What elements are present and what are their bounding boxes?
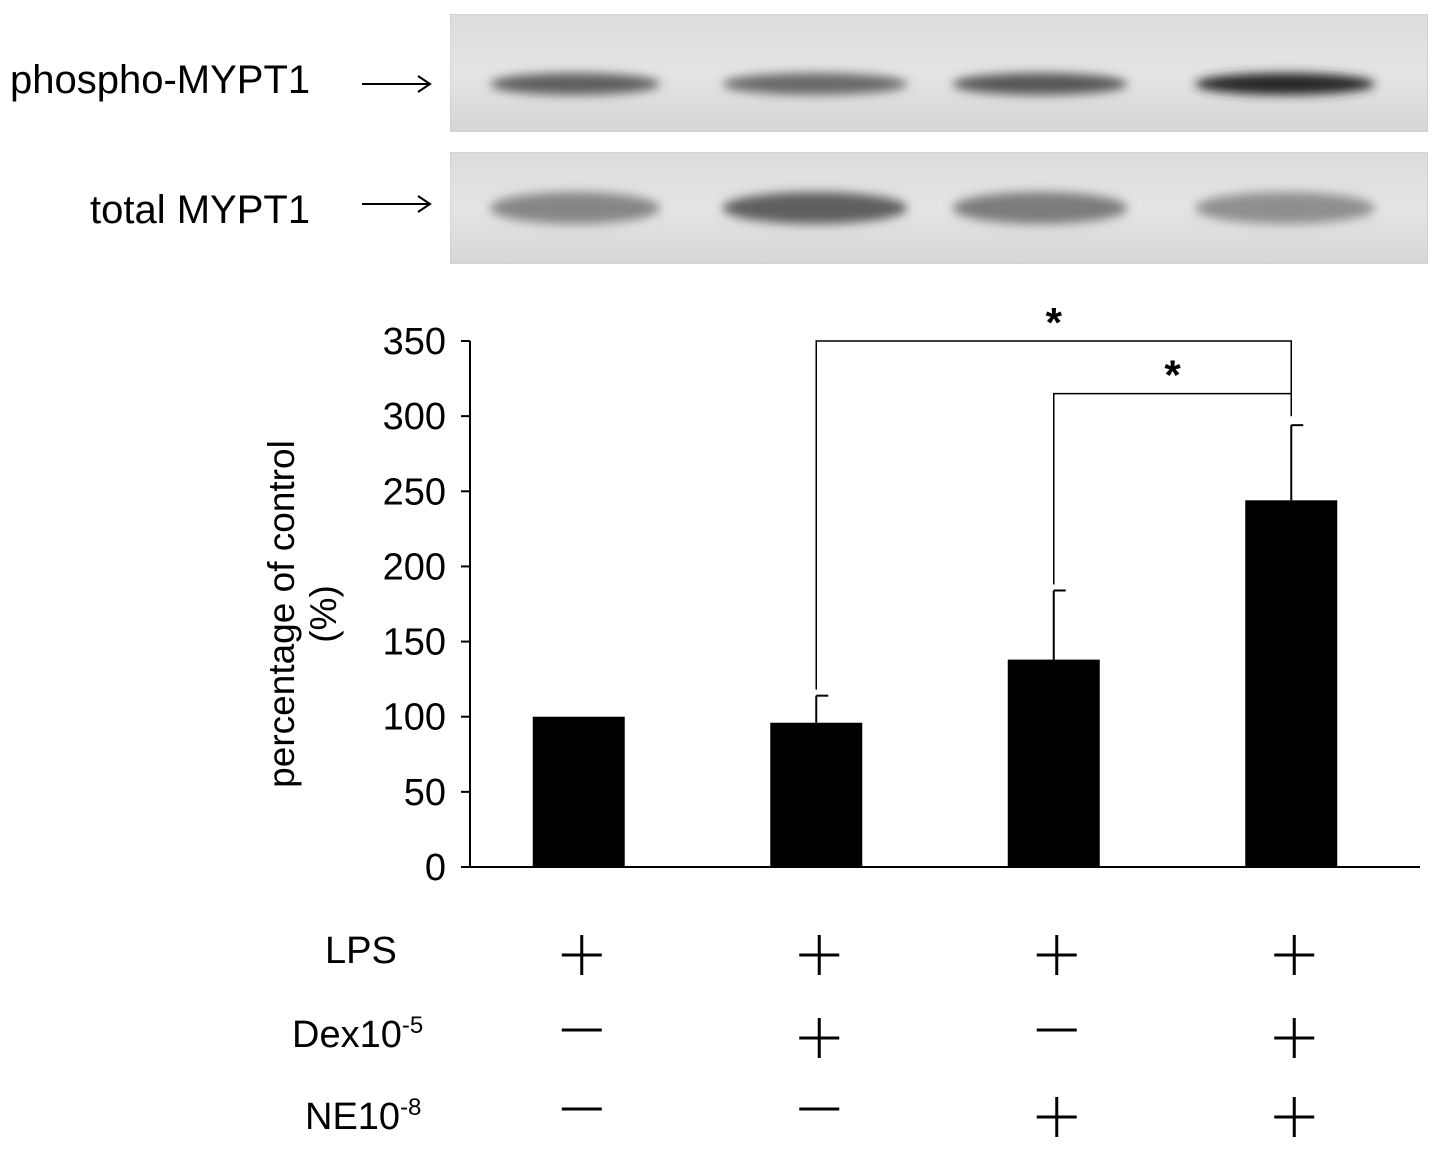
y-axis-label-line: (%) [303,585,344,643]
blot-label-phospho: phospho-MYPT1 [10,58,311,102]
blot-label-total: total MYPT1 [90,188,311,232]
y-tick-label: 150 [383,622,446,664]
blot-band [1195,192,1375,224]
y-tick-label: 300 [383,396,446,438]
total-mypt1-blot [450,152,1428,264]
significance-marker: * [1164,352,1181,399]
blot-band [722,192,908,224]
y-axis-label-line: percentage of control [261,440,302,788]
y-tick-label: 350 [383,321,446,363]
bar [770,722,863,867]
blot-band [1195,73,1375,95]
bar [1245,500,1338,867]
y-axis-label: percentage of control(%) [261,440,344,788]
significance-bracket [1053,392,1292,585]
blot-band [952,192,1128,224]
y-tick-label: 50 [404,772,446,814]
bar [1007,659,1100,867]
y-tick-label: 100 [383,697,446,739]
y-tick-label: 200 [383,546,446,588]
bar [532,716,625,867]
phospho-mypt1-blot [450,14,1428,132]
condition-label-dex: Dex10-5 [292,1012,424,1056]
blot-background [450,14,1428,132]
arrow-icon [362,195,432,213]
significance-bracket [815,340,1292,690]
blot-band [490,73,660,95]
arrow-icon [362,75,432,93]
condition-label-ne: NE10-8 [305,1094,422,1138]
blot-band [490,192,660,224]
y-tick-label: 0 [425,847,446,889]
significance-marker: * [1046,299,1063,346]
condition-label-lps: LPS [325,930,397,972]
blot-band [722,73,908,95]
y-tick-label: 250 [383,471,446,513]
blot-band [952,73,1128,95]
